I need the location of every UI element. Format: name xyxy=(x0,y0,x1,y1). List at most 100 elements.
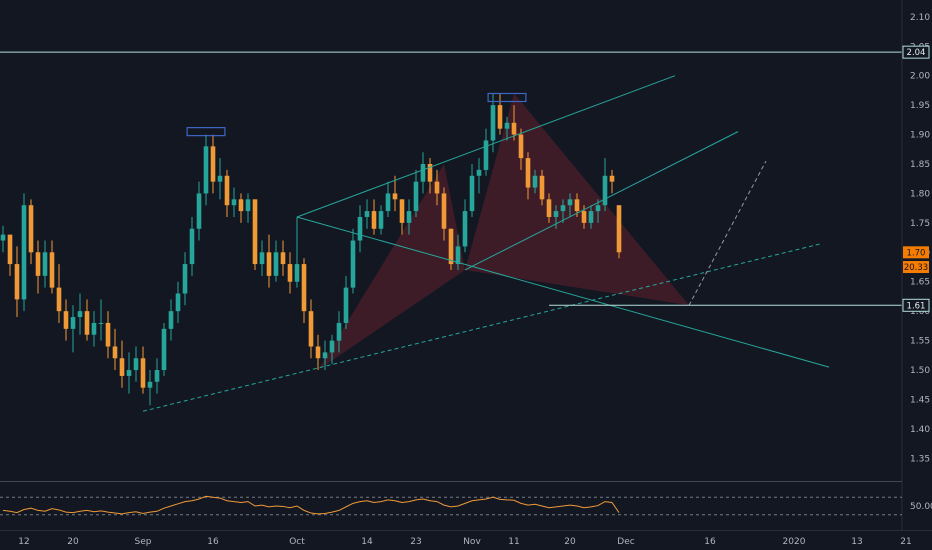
time-tick-label: 23 xyxy=(410,537,421,547)
candle-up xyxy=(469,175,475,212)
candle-up xyxy=(413,181,419,212)
candle-up xyxy=(476,169,482,176)
candle-down xyxy=(301,264,307,312)
candle-up xyxy=(217,175,223,182)
drawings xyxy=(0,51,902,412)
candle-down xyxy=(581,211,587,223)
candle-up xyxy=(189,228,195,265)
candle-up xyxy=(420,164,426,182)
candle-up xyxy=(483,140,489,170)
candle-up xyxy=(203,146,209,194)
candle-up xyxy=(273,252,279,276)
level-badge-1.61-text: 1.61 xyxy=(907,301,926,311)
time-tick-label: 20 xyxy=(564,537,576,547)
candle-down xyxy=(28,205,34,253)
candle-up xyxy=(588,211,594,223)
time-tick-label: 16 xyxy=(704,537,716,547)
candle-up xyxy=(21,205,27,300)
candle-down xyxy=(399,199,405,223)
candle-down xyxy=(280,252,286,265)
candle-down xyxy=(7,234,13,265)
candle-up xyxy=(504,122,510,129)
price-tick-label: 1.75 xyxy=(910,219,930,229)
candle-down xyxy=(434,181,440,194)
candle-down xyxy=(56,287,62,312)
candle-up xyxy=(336,322,342,341)
candle-down xyxy=(448,228,454,265)
price-tick-label: 1.90 xyxy=(910,131,930,141)
candle-down xyxy=(49,252,55,288)
candle-up xyxy=(98,322,104,324)
candle-down xyxy=(210,146,216,182)
dashed-trendline xyxy=(142,242,823,412)
candle-down xyxy=(112,346,118,359)
channel-line-3 xyxy=(296,216,830,368)
candles xyxy=(0,93,622,406)
pattern-triangle-xab xyxy=(318,164,465,371)
candle-up xyxy=(196,193,202,229)
price-tick-label: 1.45 xyxy=(910,395,930,405)
candle-down xyxy=(84,311,90,335)
level-badge-2.04-text: 2.04 xyxy=(907,48,926,58)
candle-down xyxy=(224,175,230,206)
candle-down xyxy=(119,358,125,376)
candle-down xyxy=(497,105,503,129)
countdown-badge: 20.33 xyxy=(903,261,929,274)
candle-up xyxy=(42,252,48,276)
price-tick-label: 1.85 xyxy=(910,160,930,170)
candle-down xyxy=(252,199,258,265)
candle-down xyxy=(392,193,398,200)
candle-down xyxy=(441,193,447,229)
candle-down xyxy=(266,252,272,276)
rsi-pane: 50.00 xyxy=(0,495,932,516)
candle-up xyxy=(322,352,328,359)
candle-down xyxy=(140,358,146,388)
candle-up xyxy=(91,322,97,335)
level-badge-2.04: 2.04 xyxy=(902,45,930,59)
candle-up xyxy=(182,264,188,294)
candle-down xyxy=(525,158,531,188)
candle-down xyxy=(518,134,524,159)
price-tick-label: 2.00 xyxy=(910,72,930,82)
rsi-line xyxy=(2,495,620,515)
candle-down xyxy=(287,264,293,282)
rsi-scale-label: 50.00 xyxy=(910,502,932,512)
candle-up xyxy=(343,287,349,323)
channel-line-1 xyxy=(296,75,676,218)
candle-up xyxy=(490,105,496,141)
last-price-badge-bg xyxy=(903,246,929,259)
candle-up xyxy=(350,240,356,288)
candle-up xyxy=(154,370,160,382)
candle-down xyxy=(105,322,111,347)
time-tick-label: 20 xyxy=(67,537,79,547)
price-tick-label: 2.10 xyxy=(910,13,930,23)
level-badge-1.61-bg xyxy=(902,298,930,312)
price-tick-label: 1.80 xyxy=(910,189,930,199)
time-tick-label: Sep xyxy=(135,537,152,547)
price-tick-label: 1.95 xyxy=(910,101,930,111)
candle-down xyxy=(63,311,69,329)
candle-down xyxy=(371,211,377,229)
price-tick-label: 1.65 xyxy=(910,278,930,288)
candle-up xyxy=(455,246,461,265)
candle-up xyxy=(462,211,468,247)
last-price-badge: 1.70 xyxy=(903,246,929,259)
candle-up xyxy=(602,175,608,206)
candle-up xyxy=(70,317,76,329)
candle-down xyxy=(574,199,580,212)
candle-up xyxy=(553,211,559,217)
price-tick-label: 1.40 xyxy=(910,425,930,435)
candle-up xyxy=(259,252,265,265)
time-tick-label: Dec xyxy=(617,537,634,547)
time-tick-label: Nov xyxy=(463,537,481,547)
time-tick-label: 14 xyxy=(361,537,373,547)
candle-up xyxy=(161,328,167,371)
top-marker-box-1 xyxy=(186,127,226,137)
candle-up xyxy=(560,205,566,212)
time-tick-label: 2020 xyxy=(783,537,806,547)
channel-line-2 xyxy=(464,131,739,271)
candle-up xyxy=(357,216,363,241)
dashed-projection-line xyxy=(688,160,767,306)
